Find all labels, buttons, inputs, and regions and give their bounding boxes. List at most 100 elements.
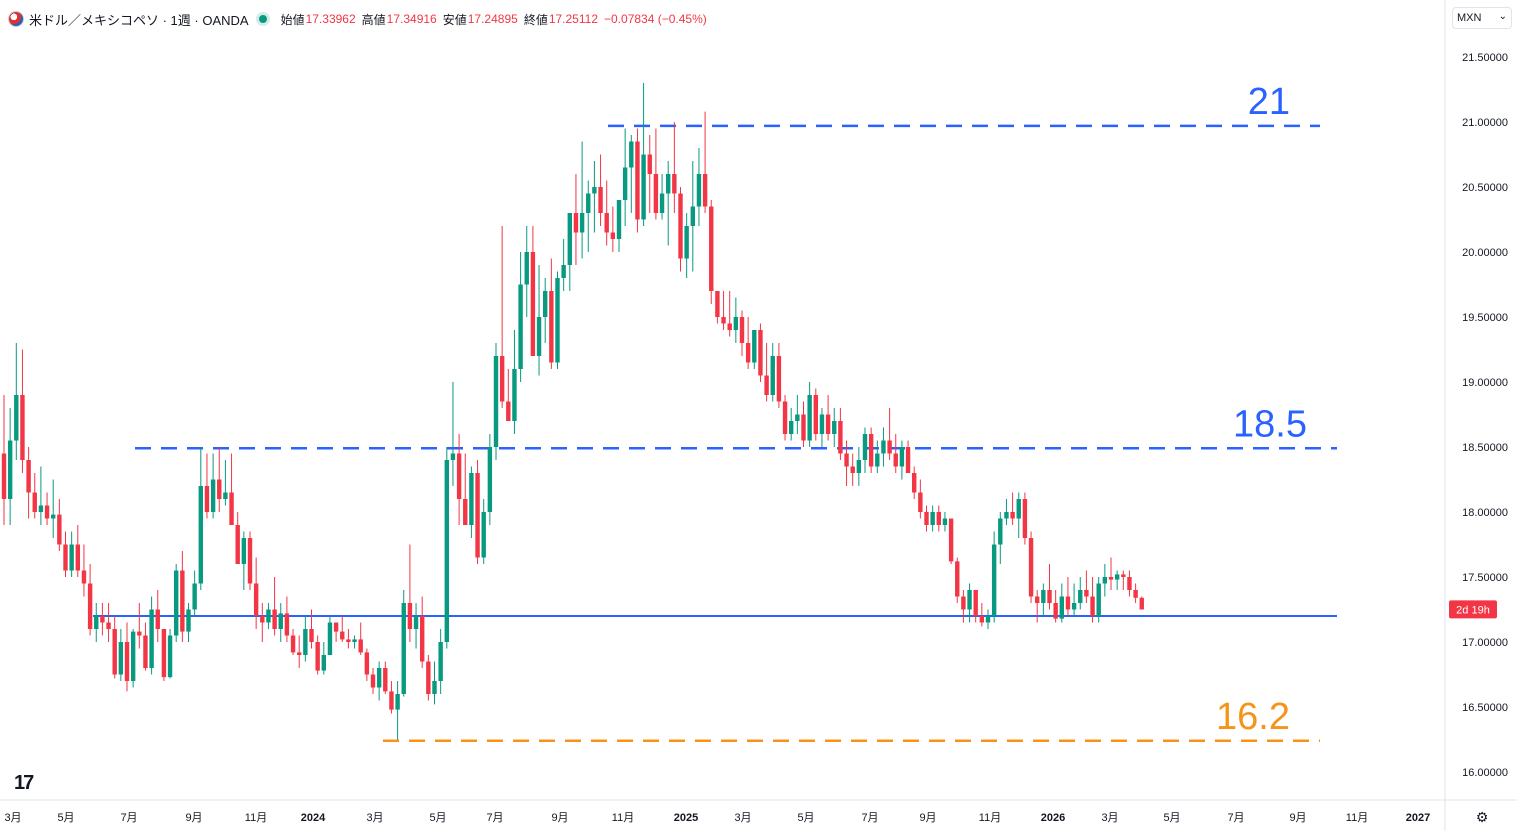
candle-body <box>961 596 966 610</box>
candle-body <box>1 453 7 499</box>
time-tick-label: 2024 <box>301 812 326 824</box>
currency-select[interactable]: MXN ⌄ <box>1452 7 1512 29</box>
time-axis[interactable]: 3月 5月 7月 9月 11月 2024 3月 5月 7月 9月 11月 2025 3月 5月 7月 9月 11… <box>4 812 1430 824</box>
candle-body <box>499 356 505 402</box>
candle-body <box>936 512 941 525</box>
candle-body <box>481 512 486 558</box>
candle <box>789 408 794 441</box>
candle-body <box>186 609 191 632</box>
candle-body <box>998 518 1003 545</box>
candle-body <box>487 447 493 512</box>
candle-body <box>586 193 591 213</box>
symbol-legend: 米ドル／メキシコペソ · 1週 · OANDA 始値 17.33962 高値 17.… <box>8 9 707 29</box>
price-axis[interactable]: 16.00000 16.50000 17.00000 17.50000 18.00000… <box>1462 52 1508 779</box>
chevron-down-icon: ⌄ <box>1498 11 1507 22</box>
candle-body <box>94 616 99 629</box>
candle-body <box>32 492 37 512</box>
candle-body <box>659 193 665 213</box>
candle <box>321 642 326 675</box>
candle <box>924 505 929 532</box>
candle-body <box>702 174 708 207</box>
price-tick-label: 19.50000 <box>1462 312 1508 324</box>
candle <box>696 148 702 226</box>
candle <box>758 323 763 382</box>
candle <box>1084 570 1089 603</box>
candle-body <box>832 421 837 434</box>
candle-body <box>764 375 769 395</box>
candle-body <box>241 538 247 564</box>
candle-body <box>7 440 13 499</box>
symbol-title[interactable]: 米ドル／メキシコペソ · 1週 · OANDA <box>29 12 249 28</box>
candle <box>856 447 862 486</box>
candle-body <box>530 252 536 356</box>
candle <box>303 616 308 662</box>
candle <box>469 466 474 538</box>
candle-body <box>272 609 277 629</box>
candle-body <box>253 583 259 616</box>
time-tick-label: 3月 <box>734 812 751 824</box>
candle-body <box>782 401 788 434</box>
candle-body <box>63 544 68 571</box>
time-tick-label: 11月 <box>612 812 634 824</box>
candle-body <box>795 414 800 421</box>
candle <box>524 226 529 317</box>
candle <box>186 603 191 642</box>
time-tick-label: 3月 <box>1101 812 1118 824</box>
candle-body <box>266 609 271 623</box>
candle-body <box>81 570 87 584</box>
candle-body <box>536 317 542 356</box>
candle-body <box>979 616 985 623</box>
candle-body <box>364 652 370 675</box>
time-tick-label: 7月 <box>486 812 503 824</box>
levels-layer: 21 18.5 16.2 <box>93 81 1337 743</box>
low-label: 安値 <box>442 12 467 27</box>
candle-body <box>555 278 560 363</box>
candle <box>487 434 493 525</box>
candle <box>967 583 972 623</box>
candle <box>481 499 486 564</box>
candle-body <box>1084 590 1089 597</box>
level-label: 16.2 <box>1216 696 1290 738</box>
candle-body <box>1114 574 1120 580</box>
candle <box>137 603 142 649</box>
candle <box>118 629 124 681</box>
candle <box>493 343 499 460</box>
tradingview-logo[interactable]: 17 <box>14 772 34 794</box>
candle <box>715 291 720 324</box>
price-tick-label: 18.50000 <box>1462 442 1508 454</box>
candle <box>1035 590 1040 623</box>
candle-body <box>647 154 652 174</box>
candle <box>622 128 628 226</box>
candle-body <box>709 206 714 291</box>
candle-body <box>715 291 720 317</box>
candle-body <box>118 642 124 675</box>
candle-body <box>610 232 616 239</box>
candle <box>217 447 222 512</box>
candle <box>764 343 769 402</box>
candle-body <box>475 473 480 558</box>
candle <box>893 434 898 473</box>
candle <box>407 544 413 642</box>
candle <box>985 609 991 629</box>
settings-gear-icon[interactable]: ⚙ <box>1475 809 1489 825</box>
candle-body <box>352 639 357 642</box>
price-tick-label: 20.50000 <box>1462 182 1508 194</box>
candle-body <box>124 642 130 681</box>
candle-body <box>955 561 960 597</box>
candle-body <box>290 635 296 653</box>
candle <box>315 635 320 675</box>
candle-body <box>881 440 886 454</box>
candle-body <box>518 284 523 369</box>
market-status-icon[interactable] <box>258 15 267 23</box>
candle-body <box>247 538 253 584</box>
countdown-tag-background <box>1449 600 1497 619</box>
candle <box>666 161 671 246</box>
candle-body <box>413 616 419 629</box>
candle-body <box>862 434 868 460</box>
candle <box>44 492 50 525</box>
candle <box>555 271 560 369</box>
candle-body <box>1065 596 1071 610</box>
candle-body <box>875 453 880 467</box>
